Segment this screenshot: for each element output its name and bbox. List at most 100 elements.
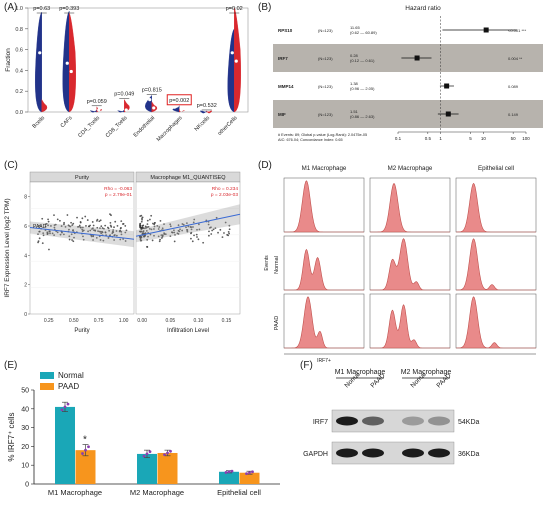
- scatter-point: [161, 235, 164, 237]
- scatter-point: [109, 221, 112, 224]
- scatter-point: [163, 232, 166, 235]
- scatter-point: [187, 225, 190, 228]
- scatter-point: [59, 233, 62, 236]
- scatter-point: [164, 233, 167, 236]
- scatter-point: [197, 238, 200, 241]
- scatter-point: [176, 232, 179, 235]
- scatter-point: [144, 232, 147, 235]
- scatter-point: [181, 229, 184, 232]
- scatter-point: [49, 232, 51, 235]
- blot-strip: [331, 409, 455, 433]
- scatter-point: [153, 225, 156, 228]
- scatter-point: [141, 217, 143, 220]
- scatter-point: [37, 233, 39, 235]
- scatter-point: [158, 226, 161, 228]
- scatter-point: [221, 236, 224, 238]
- scatter-point: [122, 223, 124, 225]
- scatter-point: [159, 219, 162, 222]
- violin-normal: [62, 10, 70, 113]
- scatter-point: [119, 227, 122, 230]
- median-dot: [69, 69, 73, 74]
- scatter-point: [186, 229, 189, 231]
- blot-strip: [331, 441, 455, 465]
- y-tick-label: 8: [24, 195, 27, 201]
- y-tick-label: 10: [21, 463, 29, 470]
- histogram-frame: [369, 177, 451, 233]
- row-p: 0.089: [508, 84, 519, 89]
- x-tick-label: 0.1: [395, 136, 402, 141]
- scatter-point: [120, 230, 123, 233]
- x-axis-label: Infiltration Level: [167, 328, 209, 334]
- violin-normal: [35, 11, 42, 113]
- scatter-point: [62, 233, 65, 236]
- scatter-point: [146, 238, 149, 241]
- scatter-point: [47, 218, 49, 221]
- scatter-point: [84, 215, 87, 218]
- scatter-point: [72, 240, 75, 243]
- scatter-point: [207, 223, 210, 226]
- row-n: (N=123): [318, 28, 333, 33]
- footnote: # Events: 89; Global p-value (Log-Rank):…: [278, 133, 367, 137]
- scatter-point: [141, 218, 143, 221]
- violin-normal: [200, 110, 207, 114]
- scatter-point: [224, 221, 227, 224]
- scatter-point: [196, 228, 198, 231]
- scatter-point: [99, 227, 101, 230]
- scatter-point: [81, 226, 84, 229]
- row-p: <0.001 ***: [508, 28, 527, 33]
- x-tick-label: 100: [522, 136, 530, 141]
- replicate-dot: [163, 453, 166, 457]
- x-tick-label: Epithelial cell: [217, 488, 261, 497]
- x-tick-label: 0.50: [69, 318, 79, 324]
- scatter-point: [85, 225, 87, 227]
- scatter-point: [73, 236, 75, 239]
- scatter-point: [139, 223, 141, 226]
- scatter-point: [150, 214, 153, 217]
- legend-swatch: [40, 372, 54, 379]
- scatter-point: [64, 225, 67, 228]
- scatter-point: [173, 231, 176, 234]
- scatter-point: [109, 234, 112, 237]
- p-value-label: p=0.815: [142, 87, 162, 93]
- scatter-point: [70, 233, 73, 236]
- y-axis-label: Fraction: [5, 48, 12, 72]
- replicate-dot: [66, 402, 70, 406]
- scatter-point: [110, 214, 112, 217]
- scatter-point: [82, 238, 85, 241]
- histogram-curve: [370, 182, 450, 233]
- scatter-point: [80, 226, 82, 229]
- scatter-point: [160, 237, 163, 239]
- panel-label-c: (C): [4, 160, 18, 171]
- scatter-point: [146, 219, 149, 222]
- scatter-point: [115, 230, 118, 232]
- scatter-point: [89, 229, 92, 232]
- scatter-point: [143, 227, 146, 230]
- scatter-point: [63, 221, 65, 224]
- row-ci: (0.96 — 2.05): [350, 86, 375, 91]
- scatter-point: [107, 227, 110, 230]
- row-p: 0.149: [508, 112, 519, 117]
- panel-label-b: (B): [258, 2, 272, 13]
- scatter-point: [160, 234, 163, 237]
- replicate-dot: [224, 471, 228, 474]
- scatter-point: [82, 235, 84, 238]
- confidence-band: [30, 221, 134, 248]
- forest-plot: Hazard ratio RPS10 (N=123) 11.65(0.62 — 60.…: [273, 5, 543, 142]
- histogram-frame: [283, 293, 365, 349]
- scatter-point: [63, 223, 65, 226]
- scatter-point: [146, 246, 149, 248]
- scatter-point: [115, 234, 118, 237]
- scatter-point: [215, 216, 218, 219]
- scatter-point: [49, 230, 51, 233]
- scatter-point: [154, 221, 156, 224]
- histogram-frame: [283, 177, 365, 233]
- row-hr: 0.28: [350, 53, 359, 58]
- band: [402, 448, 424, 458]
- scatter-point: [177, 224, 180, 227]
- scatter-point: [44, 225, 47, 228]
- band-size: 54KDa: [458, 419, 480, 426]
- scatter-point: [171, 231, 174, 234]
- scatter-point: [195, 233, 198, 236]
- scatter-point: [186, 230, 189, 233]
- scatter-point: [169, 225, 172, 228]
